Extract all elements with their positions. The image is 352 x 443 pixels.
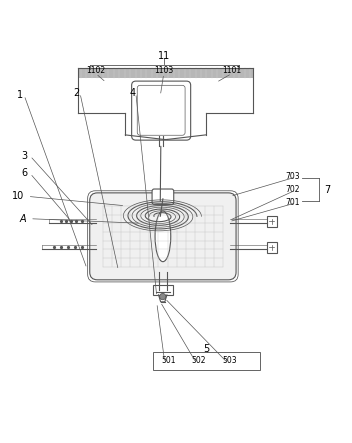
Text: 4: 4 — [129, 88, 136, 98]
FancyBboxPatch shape — [153, 285, 172, 295]
Text: 702: 702 — [285, 185, 300, 194]
Text: 6: 6 — [21, 168, 27, 178]
FancyBboxPatch shape — [267, 241, 277, 253]
Text: 1103: 1103 — [154, 66, 174, 75]
Text: 703: 703 — [285, 172, 300, 181]
Text: 1102: 1102 — [86, 66, 105, 75]
FancyBboxPatch shape — [267, 216, 277, 227]
Text: 5: 5 — [203, 344, 210, 354]
Text: 3: 3 — [21, 151, 27, 161]
Text: 503: 503 — [223, 356, 238, 365]
Text: 501: 501 — [161, 356, 176, 365]
FancyBboxPatch shape — [152, 189, 174, 204]
FancyBboxPatch shape — [153, 352, 260, 370]
Text: A: A — [20, 214, 26, 224]
Circle shape — [159, 293, 166, 300]
Text: 701: 701 — [285, 198, 300, 207]
Text: 7: 7 — [324, 185, 330, 195]
Text: 502: 502 — [191, 356, 206, 365]
Text: 1: 1 — [17, 90, 23, 100]
Bar — [78, 68, 253, 78]
Text: 2: 2 — [73, 88, 80, 98]
Ellipse shape — [155, 211, 171, 262]
FancyBboxPatch shape — [90, 193, 236, 280]
Text: 1101: 1101 — [222, 66, 241, 75]
Text: 11: 11 — [158, 51, 170, 61]
Text: 10: 10 — [12, 191, 24, 202]
